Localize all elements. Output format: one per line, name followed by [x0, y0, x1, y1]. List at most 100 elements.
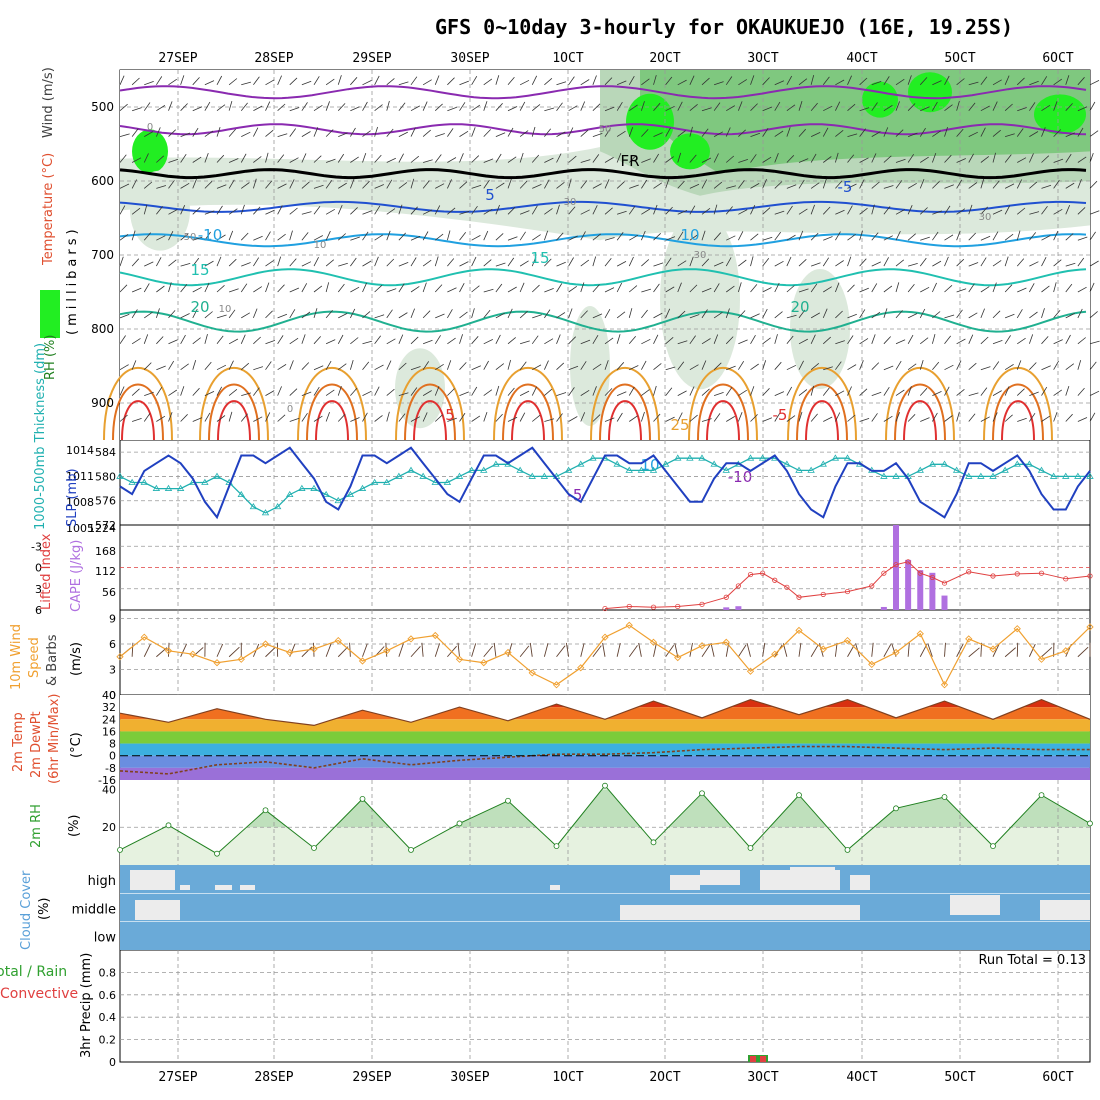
- wind-speed-line: [119, 624, 1091, 687]
- wind-barb: [713, 362, 722, 370]
- wind-barb: [495, 233, 504, 241]
- wind-barb: [265, 129, 274, 137]
- wind-barb: [871, 102, 878, 111]
- wind-barb: [350, 127, 356, 137]
- wind-barb: [1077, 337, 1086, 345]
- li-point: [929, 574, 935, 581]
- cape-bar: [880, 606, 887, 610]
- thickness-point: [589, 454, 597, 461]
- wind-barb: [592, 183, 602, 189]
- wind-barb: [786, 285, 795, 293]
- wind-barb: [604, 157, 614, 163]
- wind-barb: [677, 260, 687, 267]
- wind-barb: [143, 644, 151, 657]
- wind-barb: [386, 128, 394, 137]
- temp-contour: [119, 310, 1087, 333]
- wind-barb: [847, 256, 852, 267]
- wind-barb: [653, 132, 663, 137]
- wind-barb: [410, 286, 420, 293]
- wind-barb: [616, 153, 622, 163]
- wind-barb: [398, 81, 409, 86]
- thickness-point: [795, 466, 803, 473]
- wind-barb: [204, 152, 209, 163]
- wind-barb: [968, 312, 978, 319]
- wind-barb: [616, 231, 624, 241]
- rh-bright-blob: [626, 93, 674, 150]
- wind-barb: [240, 362, 250, 371]
- wind-barb: [653, 182, 663, 189]
- wind-barb: [580, 643, 585, 657]
- wind-barb: [168, 282, 172, 293]
- wind-barb: [544, 179, 550, 189]
- wind-barb: [847, 103, 856, 112]
- wind-barb: [604, 417, 615, 422]
- wind-barb: [580, 361, 587, 370]
- wind-barb: [701, 418, 712, 422]
- wind-barb: [750, 103, 758, 111]
- wind-barb: [216, 314, 227, 319]
- warm-contour: [112, 383, 164, 441]
- wind-barb: [374, 184, 384, 189]
- wind-barb: [459, 283, 465, 293]
- wind-barb: [823, 105, 833, 112]
- wind-barb: [907, 75, 912, 85]
- cape-li-label: Lifted Index: [39, 533, 54, 610]
- wind-barb: [446, 230, 451, 241]
- wind-barb: [1029, 102, 1036, 111]
- wind-barb: [604, 179, 610, 189]
- wind-barb: [992, 231, 999, 241]
- wind-barb: [204, 260, 214, 267]
- wind-barb: [556, 131, 566, 137]
- wind-barb: [919, 77, 928, 86]
- wind-barb: [992, 79, 1002, 86]
- contour-label: FR: [620, 152, 639, 170]
- wind-barb: [398, 262, 409, 267]
- wind-barb: [313, 386, 320, 396]
- wind-barb: [192, 178, 197, 189]
- wind-barb: [725, 127, 731, 137]
- wind-barb: [386, 388, 395, 396]
- wind-barb: [713, 232, 722, 241]
- wind-barb: [653, 334, 659, 344]
- wind-barb: [168, 389, 178, 396]
- wind-barb: [835, 79, 845, 86]
- warm-contour: [502, 383, 554, 441]
- wind-barb: [738, 339, 748, 345]
- warm-contour: [395, 367, 465, 441]
- wind-barb: [156, 365, 166, 371]
- wind-barb: [968, 647, 980, 658]
- wind-barb: [519, 210, 530, 215]
- wind-barb: [883, 415, 893, 422]
- wind-barb: [1065, 313, 1075, 319]
- wind-barb: [713, 334, 719, 344]
- wind-barb: [592, 414, 601, 422]
- wind-barb: [628, 285, 638, 293]
- li-line: [604, 561, 1091, 610]
- wind-barb: [871, 413, 878, 422]
- wind-barb: [556, 181, 565, 189]
- wind-barb: [1004, 103, 1013, 111]
- wind-barb: [338, 132, 348, 137]
- wind-barb: [350, 236, 360, 241]
- wind-barb: [531, 126, 536, 137]
- wind-barb: [1029, 412, 1036, 422]
- thickness-point: [310, 484, 318, 491]
- wind-barb: [410, 127, 416, 137]
- warm-contour: [796, 383, 848, 441]
- wind-barb: [447, 77, 455, 86]
- wind-barb: [253, 308, 258, 319]
- warm-contour: [217, 400, 251, 441]
- bottom-date-label: 27SEP: [158, 1070, 197, 1085]
- wind-barb: [932, 181, 940, 189]
- wind-barb: [1065, 363, 1075, 371]
- rh-point: [359, 795, 366, 802]
- wind-barb: [216, 285, 225, 293]
- wind-barb: [871, 261, 881, 267]
- wind-barb: [616, 261, 627, 267]
- wind-barb: [1029, 131, 1039, 137]
- wind-barb: [459, 181, 468, 189]
- wind-barb: [640, 101, 645, 111]
- wind-barb: [362, 231, 369, 241]
